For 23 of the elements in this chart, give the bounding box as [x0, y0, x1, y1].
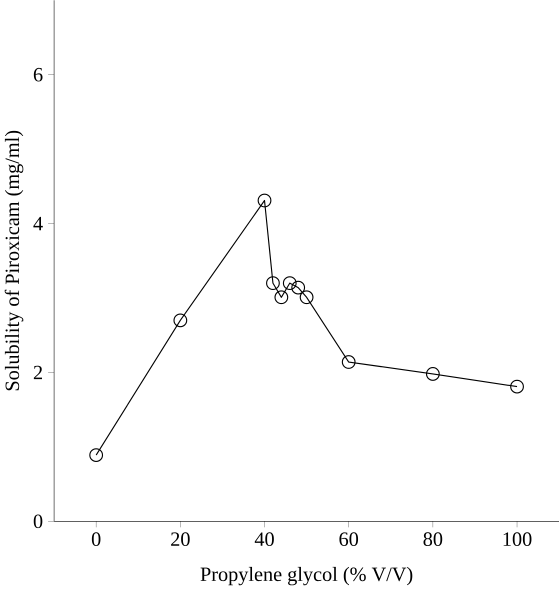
point	[510, 380, 524, 394]
x-tick-label: 60	[339, 532, 358, 546]
point	[291, 280, 305, 294]
y-axis-title: Solubility of Piroxicam (mg/ml)	[4, 130, 24, 390]
y-tick-label: 2	[34, 366, 42, 380]
y-tick-label: 0	[34, 514, 42, 528]
point	[342, 355, 356, 369]
x-tick-label: 40	[254, 532, 274, 546]
x-axis-title: Propylene glycol (% V/V)	[200, 566, 412, 586]
x-tick-label: 80	[423, 532, 442, 546]
point	[300, 290, 314, 304]
x-tick-label: 20	[170, 532, 190, 546]
x-tick-label: 100	[503, 532, 532, 546]
y-tick-label: 4	[33, 216, 43, 230]
point	[257, 194, 272, 208]
point	[274, 290, 288, 304]
point	[173, 313, 188, 328]
point	[426, 367, 440, 381]
x-tick-label: 0	[92, 532, 100, 546]
point	[89, 448, 103, 462]
point	[282, 276, 296, 290]
point	[266, 276, 280, 290]
y-tick-label: 6	[34, 68, 42, 82]
